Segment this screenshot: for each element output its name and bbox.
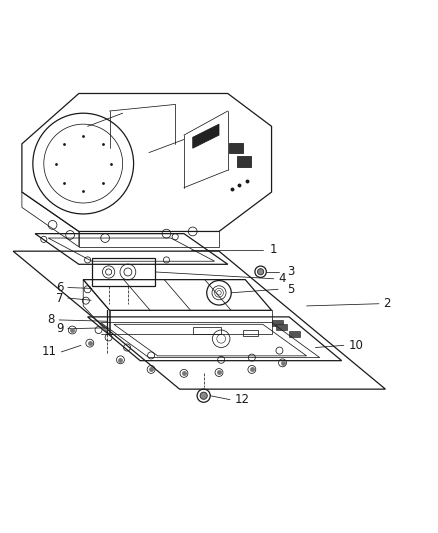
Text: 10: 10	[348, 339, 363, 352]
Bar	[289, 331, 300, 336]
Text: 6: 6	[56, 281, 64, 294]
Bar	[193, 327, 221, 334]
Text: 4: 4	[278, 272, 286, 285]
Text: 8: 8	[47, 313, 55, 326]
Bar	[276, 324, 287, 329]
Bar	[237, 156, 251, 167]
Text: 5: 5	[287, 283, 294, 296]
Text: 1: 1	[269, 244, 277, 256]
Polygon shape	[193, 124, 219, 148]
Text: 7: 7	[56, 292, 64, 304]
Bar	[272, 320, 283, 326]
Text: 11: 11	[42, 345, 57, 358]
Bar	[243, 329, 258, 336]
Text: 12: 12	[234, 393, 249, 406]
Bar	[92, 258, 155, 286]
Circle shape	[258, 269, 264, 275]
Bar	[229, 143, 243, 154]
Circle shape	[200, 392, 207, 399]
Text: 2: 2	[383, 297, 391, 310]
Text: 9: 9	[56, 322, 64, 335]
Text: 3: 3	[287, 265, 294, 278]
